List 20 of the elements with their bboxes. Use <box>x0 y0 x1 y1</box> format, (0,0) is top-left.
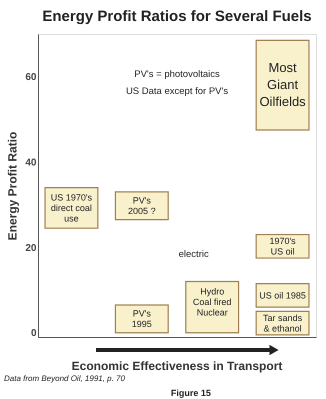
series-label: US 1970's direct coal use <box>50 192 93 224</box>
y-axis-title: Energy Profit Ratio <box>5 132 20 240</box>
series-label: Most Giant Oilfields <box>259 60 306 110</box>
y-tick-label: 0 <box>30 328 37 340</box>
x-axis-title: Economic Effectiveness in Transport <box>72 359 282 373</box>
annotation: PV's = photovoltaics <box>134 69 220 80</box>
y-tick-label: 40 <box>25 158 37 169</box>
chart-title: Energy Profit Ratios for Several Fuels <box>42 8 312 25</box>
series-label: PV's 2005 ? <box>128 196 156 216</box>
annotation: electric <box>178 249 209 260</box>
caption: Figure 15 <box>170 388 211 398</box>
y-tick-label: 60 <box>25 72 37 84</box>
text: Data from Beyond Oil, 1991, p. 70 <box>4 374 126 383</box>
series-label: 1970's US oil <box>269 236 296 257</box>
annotation: US Data except for PV's <box>126 86 228 97</box>
series-label: US oil 1985 <box>259 290 306 300</box>
y-tick-label: 20 <box>25 242 37 254</box>
series-label: PV's 1995 <box>132 308 152 330</box>
series-label: Hydro Coal fired Nuclear <box>192 286 232 318</box>
series-label: Tar sands & ethanol <box>263 312 303 334</box>
